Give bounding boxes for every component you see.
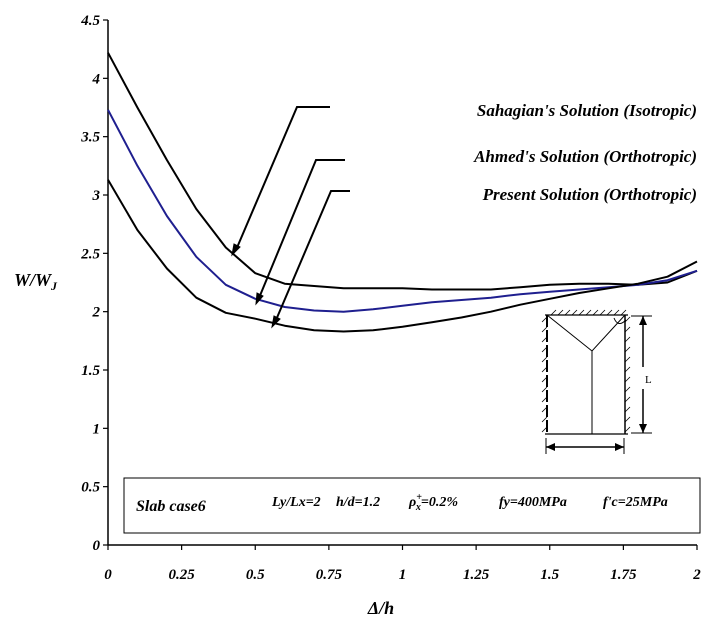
- legend-sahagian: Sahagian's Solution (Isotropic): [477, 101, 697, 120]
- y-tick-label: 0: [93, 538, 101, 554]
- series-line-ahmed: [107, 109, 698, 313]
- parameters-box: Slab case6 Ly/Lx=2 h/d=1.2 ρ+ x=0.2% fy=4…: [123, 477, 701, 534]
- series-group: [107, 52, 698, 333]
- y-tick-label: 3: [92, 188, 101, 204]
- y-tick-label: 4: [92, 71, 101, 87]
- series-line-present: [107, 179, 698, 333]
- fy-label: fy=400MPa: [499, 495, 567, 510]
- inset-dim-arrow-up: [639, 316, 647, 325]
- y-tick-label: 1.5: [81, 363, 100, 379]
- x-tick-label: 1.75: [610, 567, 637, 583]
- x-tick-label: 0.5: [246, 567, 265, 583]
- hd-label: h/d=1.2: [336, 495, 380, 510]
- slab-inset-diagram: L: [541, 309, 658, 454]
- annotations: Sahagian's Solution (Isotropic) Ahmed's …: [231, 101, 697, 329]
- y-ticks: 0 0.5 1 1.5 2 2.5 3 3.5 4 4.5: [80, 13, 108, 554]
- x-tick-label: 0.75: [316, 567, 343, 583]
- leader-sahagian: [231, 106, 330, 257]
- leader-present: [271, 190, 350, 329]
- x-tick-label: 1: [399, 567, 407, 583]
- y-tick-label: 0.5: [81, 480, 100, 496]
- inset-moment-arc: [613, 317, 627, 324]
- inset-label-L: L: [645, 374, 652, 386]
- ratio-label: Ly/Lx=2: [271, 495, 321, 510]
- y-tick-label: 2: [92, 305, 101, 321]
- leader-ahmed: [255, 159, 345, 306]
- y-tick-label: 3.5: [80, 130, 100, 146]
- x-tick-label: 1.5: [540, 567, 559, 583]
- inset-dim-arrow-right: [615, 443, 624, 451]
- x-ticks: 0 0.25 0.5 0.75 1 1.25 1.5 1.75 2: [104, 545, 701, 583]
- y-tick-label: 2.5: [80, 246, 100, 262]
- x-tick-label: 1.25: [463, 567, 490, 583]
- parameters-box-frame: [123, 477, 701, 534]
- legend-present: Present Solution (Orthotropic): [482, 185, 697, 204]
- x-tick-label: 0: [104, 567, 112, 583]
- y-axis-title: W/WJ: [14, 270, 58, 293]
- axes: [107, 20, 697, 546]
- x-axis-title: Δ/h: [367, 598, 394, 618]
- rho-label: ρ+ x=0.2%: [408, 492, 458, 513]
- inset-dim-arrow-down: [639, 424, 647, 433]
- series-line-sahagian: [107, 52, 698, 291]
- fc-label: f'c=25MPa: [603, 495, 668, 510]
- inset-hatching: [541, 309, 631, 433]
- legend-ahmed: Ahmed's Solution (Orthotropic): [473, 147, 697, 166]
- inset-dim-arrow-left: [546, 443, 555, 451]
- x-tick-label: 2: [692, 567, 701, 583]
- x-tick-label: 0.25: [169, 567, 196, 583]
- slab-case-label: Slab case6: [136, 498, 206, 515]
- y-tick-label: 4.5: [80, 13, 100, 29]
- y-tick-label: 1: [93, 421, 101, 437]
